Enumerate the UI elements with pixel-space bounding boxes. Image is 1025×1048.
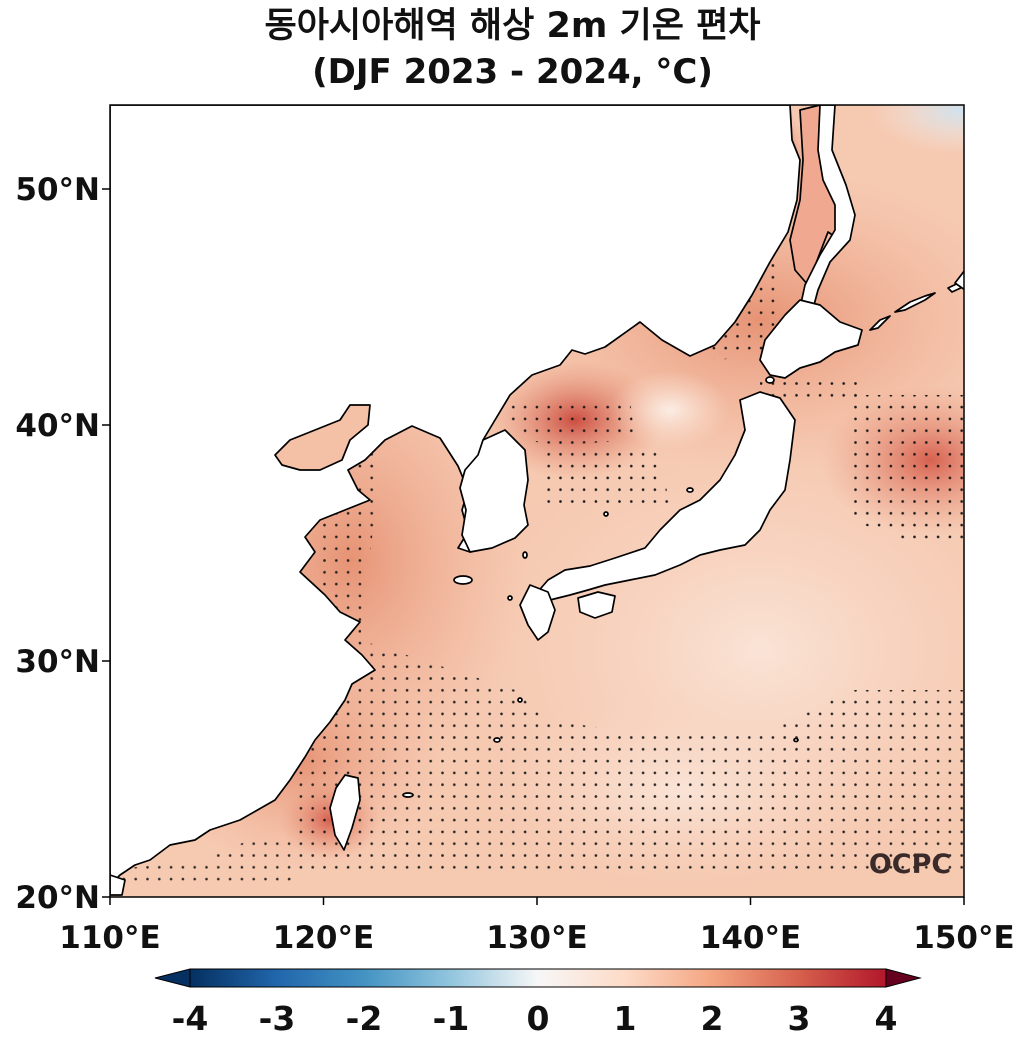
lat-tick-50: 50°N [15, 172, 100, 208]
colorbar-tick-label: 3 [788, 999, 811, 1038]
lon-tick-140: 140°E [700, 920, 801, 956]
jeju [453, 575, 473, 585]
lon-tick-120: 120°E [273, 920, 374, 956]
colorbar-tick-label: 1 [614, 999, 637, 1038]
map-subtitle: (DJF 2023 - 2024, °C) [312, 52, 713, 92]
colorbar-tick-label: -3 [259, 999, 296, 1038]
lon-tick-150: 150°E [913, 920, 1014, 956]
lon-tick-110: 110°E [59, 920, 160, 956]
colorbar-tick-label: 2 [701, 999, 724, 1038]
colorbar-tick-label: -1 [433, 999, 470, 1038]
kyushu [519, 584, 556, 641]
colorbar [154, 968, 922, 988]
land [110, 105, 964, 896]
ocpc-logo: OCPC [869, 849, 951, 880]
lat-tick-30: 30°N [15, 644, 100, 680]
lat-tick-20: 20°N [15, 880, 100, 916]
colorbar-tick-label: -2 [346, 999, 383, 1038]
taiwan [329, 774, 361, 851]
hokkaido [759, 299, 863, 379]
asia-mainland [110, 105, 801, 886]
colorbar-tick-label: 4 [875, 999, 898, 1038]
colorbar-tick-label: 0 [527, 999, 550, 1038]
honshu [534, 391, 796, 601]
lon-tick-130: 130°E [486, 920, 587, 956]
korea [459, 429, 529, 553]
map-title: 동아시아해역 해상 2m 기온 편차 [264, 6, 761, 46]
shikoku [577, 591, 616, 619]
lat-tick-40: 40°N [15, 408, 100, 444]
colorbar-tick-label: -4 [172, 999, 209, 1038]
